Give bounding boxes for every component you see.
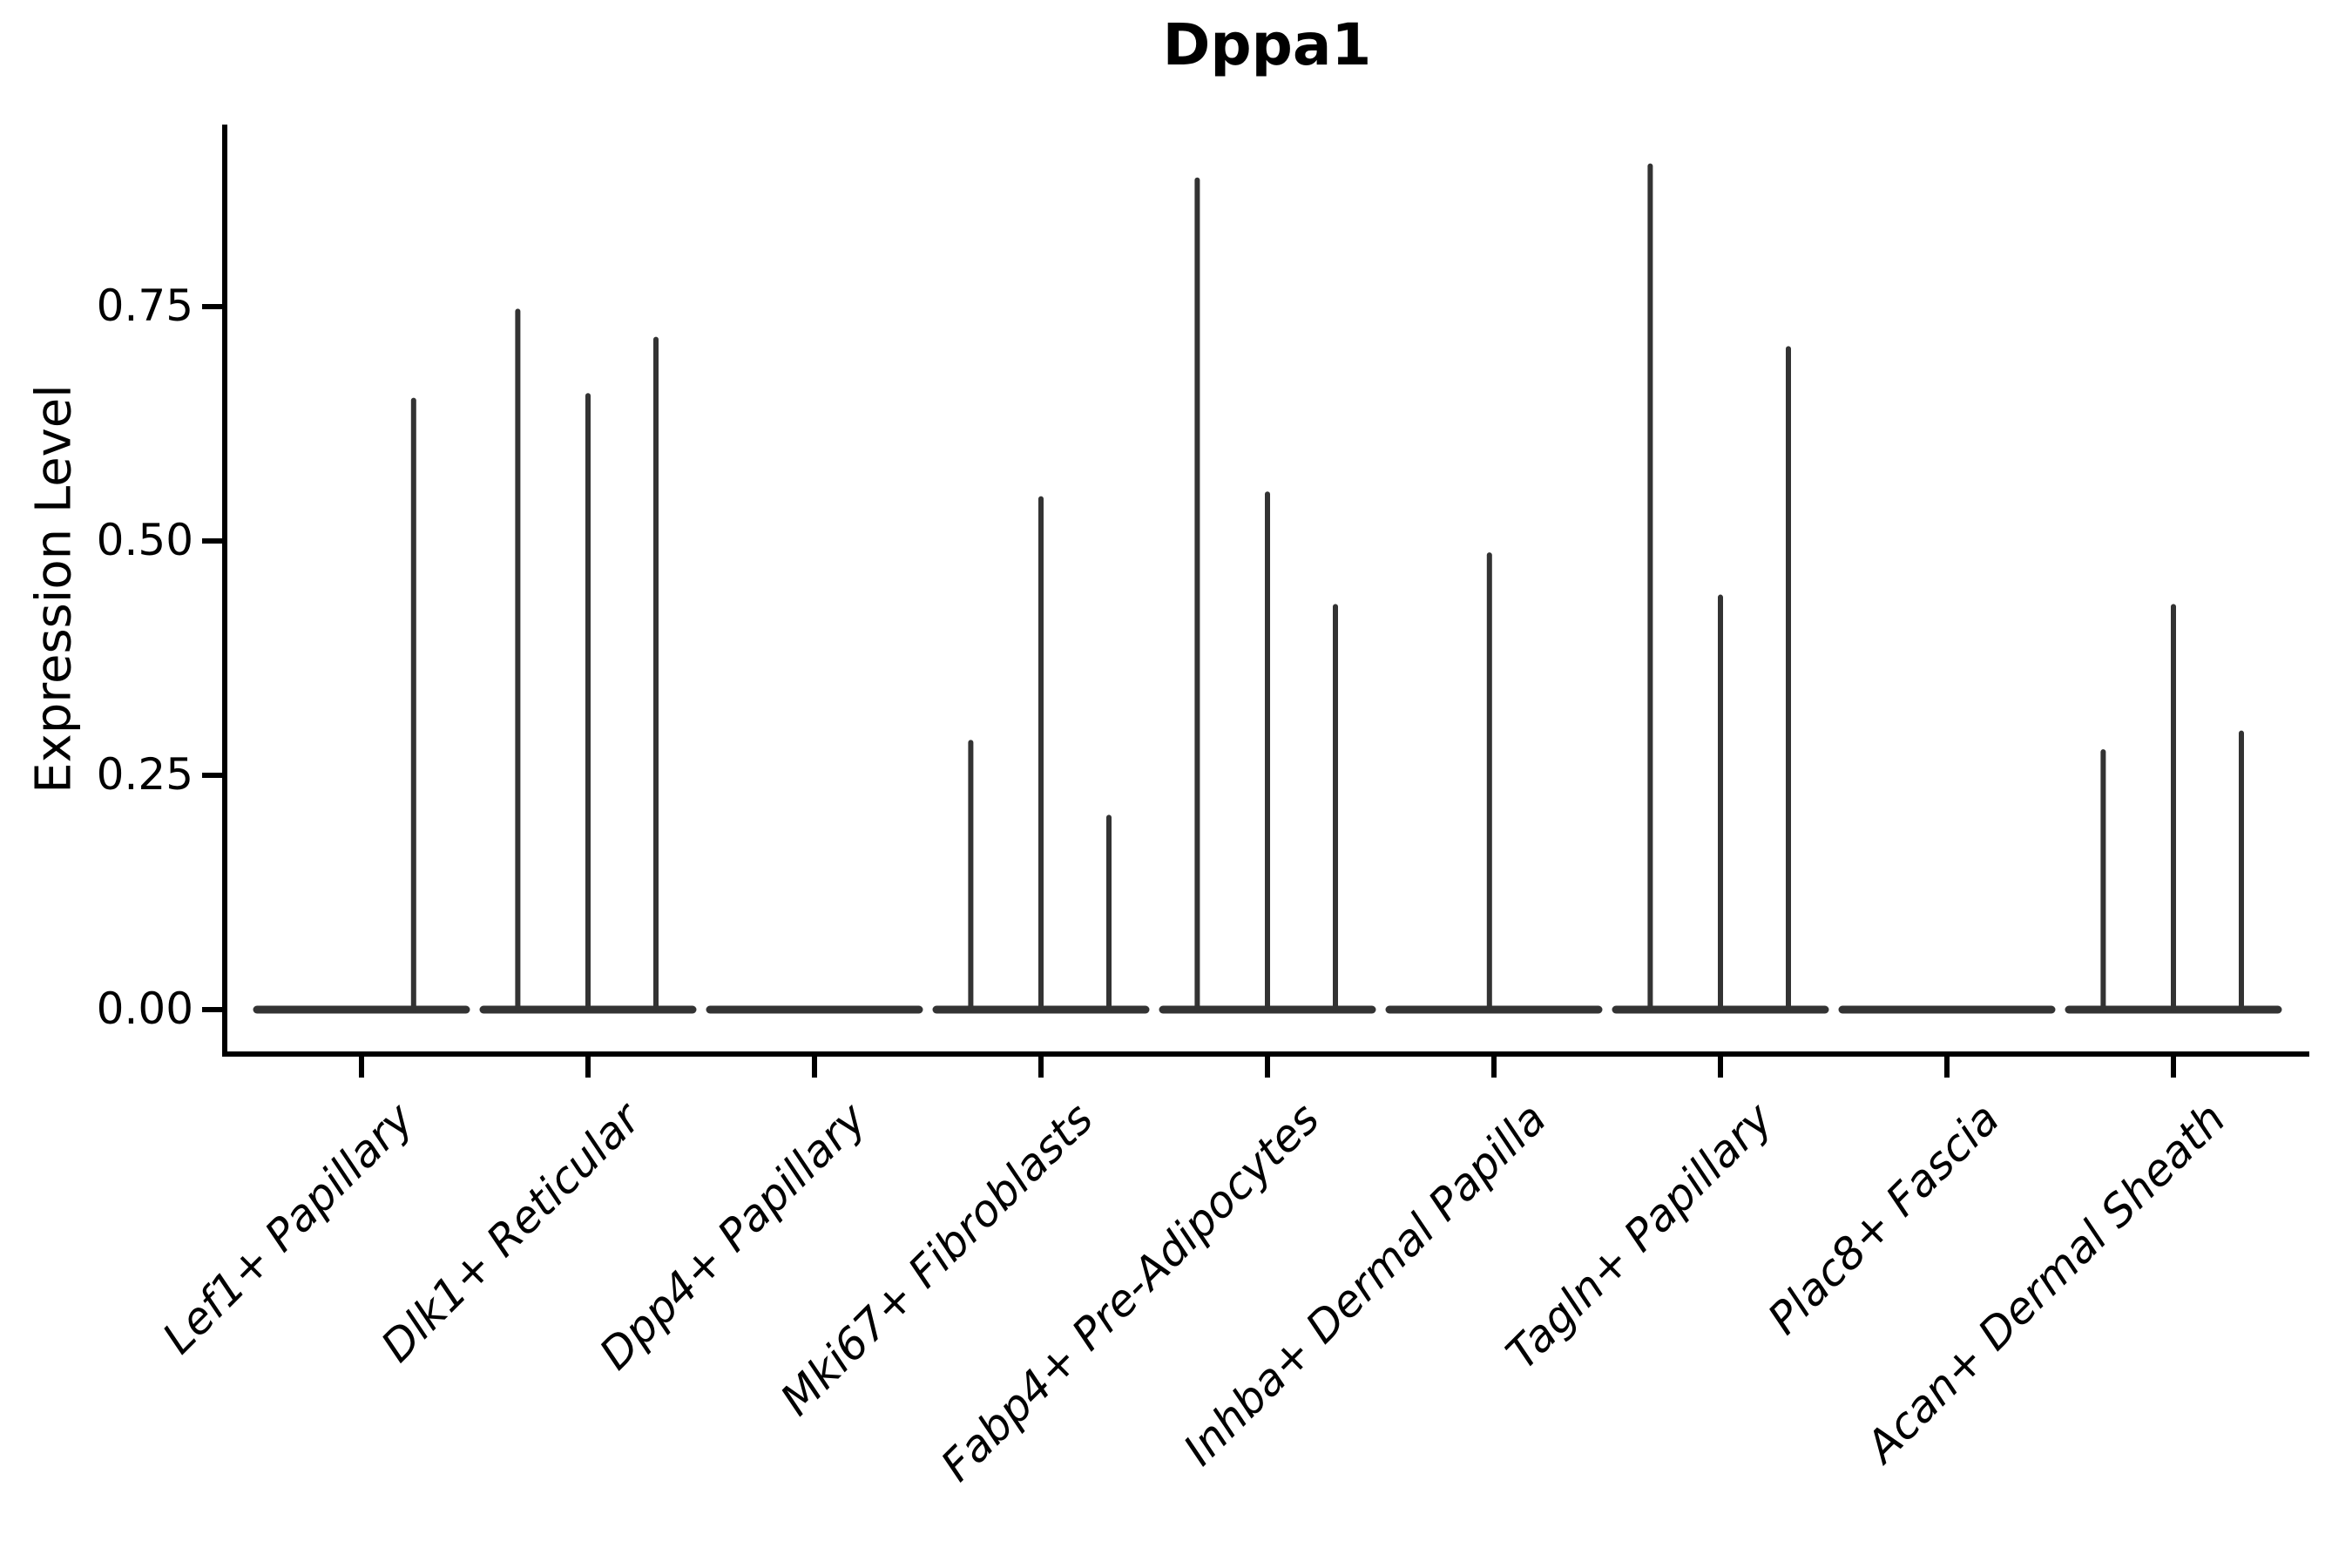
y-tick-label: 0.50 [96,514,193,565]
y-tick-label: 0.75 [96,280,193,331]
chart-title: Dppa1 [1162,11,1372,78]
y-tick-label: 0.00 [96,983,193,1034]
y-tick-label: 0.25 [96,748,193,800]
